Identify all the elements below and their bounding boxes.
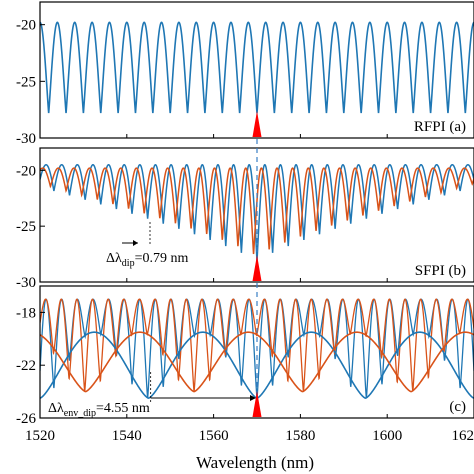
- x-axis-label: Wavelength (nm): [196, 453, 314, 472]
- y-tick-label: -26: [16, 411, 36, 427]
- series-line: [40, 21, 474, 114]
- panel-frame: [39, 1, 474, 139]
- annotation-dip: Δλdip=0.79 nm: [106, 251, 188, 269]
- panel-b: -20 -25 -30 SFPI (b) Δλdip=0.79 nm: [16, 147, 474, 291]
- y-tick-label: -30: [16, 131, 36, 147]
- y-tick-label: -20: [16, 18, 36, 34]
- x-tick-label: 1560: [199, 428, 229, 444]
- panel-tag: RFPI (a): [414, 119, 466, 135]
- panel-tag: SFPI (b): [415, 263, 466, 279]
- marker-a: [252, 111, 262, 137]
- x-tick-label: 1540: [112, 428, 142, 444]
- marker-c: [252, 391, 262, 417]
- x-tick-label: 162: [452, 428, 474, 444]
- y-tick-label: -25: [16, 74, 36, 90]
- panel-a: -20 -25 -30 RFPI (a): [16, 1, 474, 147]
- marker-b: [252, 255, 262, 281]
- x-tick-label: 1520: [25, 428, 55, 444]
- x-tick-label: 1600: [372, 428, 402, 444]
- panel-c: -18 -22 -26 (c) Δλenv_dip=4.55 nm: [16, 285, 474, 427]
- overlay: [252, 111, 262, 418]
- y-tick-label: -22: [16, 358, 36, 374]
- x-axis-ticks: 1520 1540 1560 1580 1600 162: [25, 428, 474, 444]
- envelope-line: [40, 331, 474, 393]
- y-tick-label: -18: [16, 305, 36, 321]
- annotation-arrowhead: [250, 395, 256, 401]
- annotation-arrowhead: [133, 240, 138, 246]
- panel-tag: (c): [449, 399, 466, 415]
- x-tick-label: 1580: [285, 428, 315, 444]
- annotation-env-dip: Δλenv_dip=4.55 nm: [48, 401, 150, 419]
- y-tick-label: -20: [16, 163, 36, 179]
- series-line: [40, 167, 474, 255]
- y-tick-label: -30: [16, 275, 36, 291]
- y-tick-label: -25: [16, 219, 36, 235]
